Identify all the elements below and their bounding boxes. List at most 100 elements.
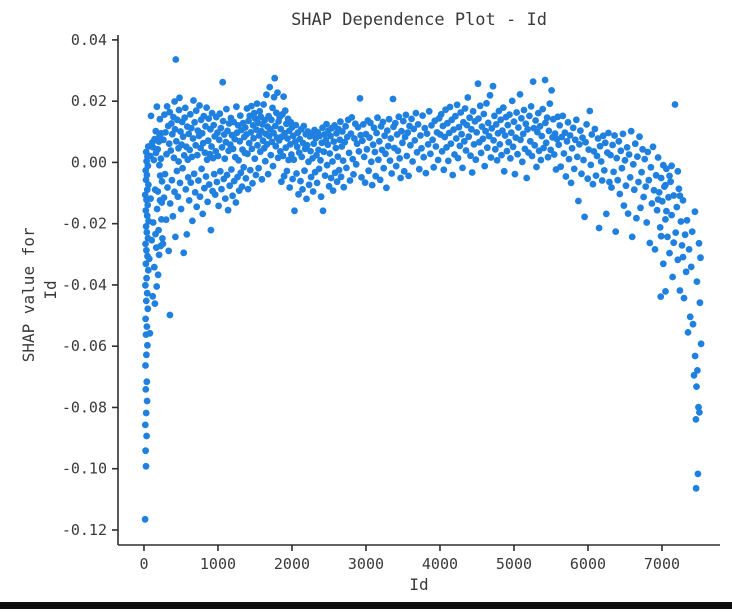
data-point xyxy=(277,125,285,133)
data-point xyxy=(645,176,653,184)
data-point xyxy=(616,190,624,198)
data-point xyxy=(300,122,308,130)
data-point xyxy=(371,148,379,156)
data-point xyxy=(269,104,276,112)
data-point xyxy=(402,111,410,119)
data-point xyxy=(287,118,295,126)
data-point xyxy=(360,153,368,161)
data-point xyxy=(236,112,244,119)
data-point xyxy=(184,174,192,181)
data-point xyxy=(205,181,213,188)
data-point xyxy=(363,145,371,153)
data-point xyxy=(523,174,531,182)
data-point xyxy=(545,127,553,135)
data-point xyxy=(301,167,308,175)
data-point xyxy=(412,109,420,117)
data-point xyxy=(400,167,408,175)
data-point xyxy=(677,218,685,225)
data-point xyxy=(597,158,605,165)
data-point xyxy=(685,246,693,253)
data-point xyxy=(247,129,255,136)
data-point xyxy=(143,212,151,220)
data-point xyxy=(342,122,349,130)
data-point xyxy=(654,154,662,161)
data-point xyxy=(149,292,157,300)
y-axis-label: SHAP value for Id xyxy=(19,218,60,363)
data-point xyxy=(446,103,454,111)
data-point xyxy=(588,131,596,138)
data-point xyxy=(662,216,669,223)
data-point xyxy=(307,173,315,181)
data-point xyxy=(665,193,672,201)
data-point xyxy=(405,172,412,180)
data-point xyxy=(497,116,505,124)
data-point xyxy=(205,115,213,122)
data-point xyxy=(584,175,592,183)
y-tick-label: -0.06 xyxy=(62,337,107,355)
data-point xyxy=(420,153,428,161)
data-point xyxy=(367,119,374,127)
data-point xyxy=(694,367,701,374)
data-point xyxy=(628,233,636,241)
data-point xyxy=(648,200,656,207)
data-point xyxy=(407,141,414,149)
data-point xyxy=(598,177,606,184)
data-point xyxy=(624,210,632,218)
data-point xyxy=(620,202,628,210)
data-point xyxy=(204,198,212,206)
data-point xyxy=(286,184,294,191)
data-point xyxy=(461,105,469,112)
data-point xyxy=(187,179,195,187)
data-point xyxy=(596,142,604,150)
data-point xyxy=(280,172,288,180)
data-point xyxy=(668,211,675,219)
data-point xyxy=(391,119,399,127)
data-point xyxy=(218,185,225,193)
data-point xyxy=(424,141,432,148)
data-point xyxy=(453,101,461,109)
data-point xyxy=(511,170,519,178)
data-point xyxy=(686,313,694,321)
data-point xyxy=(159,235,166,242)
data-point xyxy=(221,155,229,163)
data-point xyxy=(582,138,589,146)
data-point xyxy=(152,127,160,135)
data-point xyxy=(695,403,702,411)
data-point xyxy=(242,175,250,182)
data-point xyxy=(669,273,676,281)
data-point xyxy=(158,178,166,185)
data-point xyxy=(500,167,508,175)
data-point xyxy=(546,100,554,107)
data-point xyxy=(657,232,665,240)
data-point xyxy=(143,274,151,282)
data-point xyxy=(141,191,149,199)
data-point xyxy=(691,208,699,216)
data-point xyxy=(260,101,267,108)
data-point xyxy=(534,109,542,117)
data-point xyxy=(348,114,356,121)
data-point xyxy=(504,121,512,129)
data-point xyxy=(655,189,663,196)
data-point xyxy=(303,195,310,203)
data-point xyxy=(298,153,306,161)
data-point xyxy=(679,197,687,204)
data-point xyxy=(543,114,551,122)
data-point xyxy=(631,140,639,148)
data-point xyxy=(396,155,404,162)
data-point xyxy=(263,91,270,99)
data-point xyxy=(168,176,176,184)
data-point xyxy=(143,246,150,254)
data-point xyxy=(171,98,179,105)
data-point xyxy=(456,142,464,150)
data-point xyxy=(447,140,455,148)
data-point xyxy=(600,167,608,174)
data-point xyxy=(567,179,575,187)
data-point xyxy=(214,152,222,160)
data-point xyxy=(636,133,643,141)
data-point xyxy=(268,116,275,124)
data-point xyxy=(519,130,527,138)
data-point xyxy=(673,203,681,211)
data-point xyxy=(478,123,486,130)
data-point xyxy=(151,300,159,307)
data-point xyxy=(174,193,182,201)
